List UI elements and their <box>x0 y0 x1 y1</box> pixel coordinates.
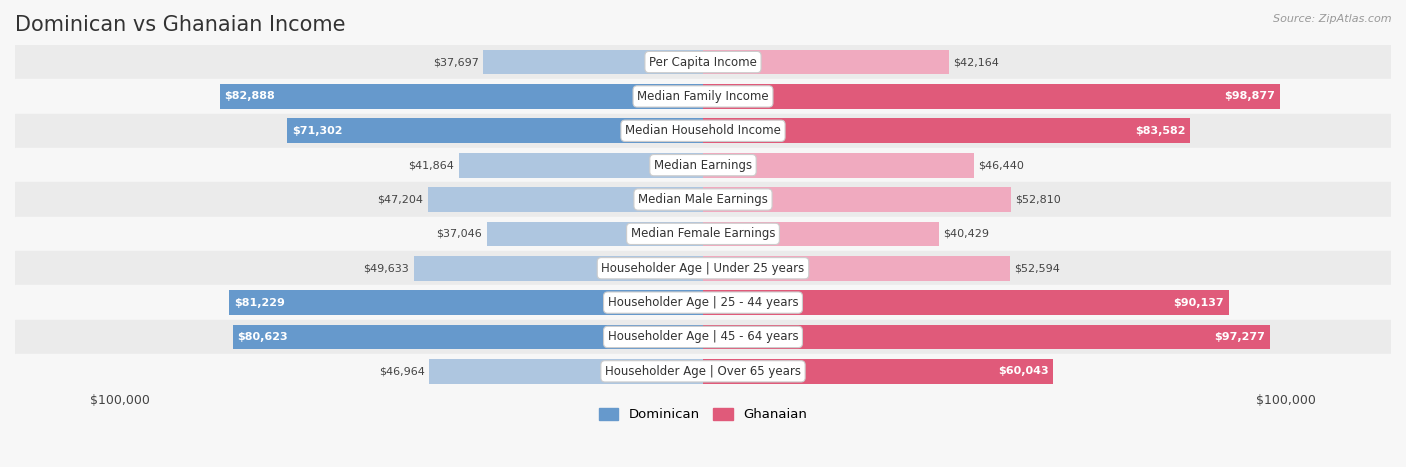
Bar <box>429 359 703 384</box>
Text: $46,440: $46,440 <box>979 160 1025 170</box>
Text: Householder Age | 45 - 64 years: Householder Age | 45 - 64 years <box>607 331 799 343</box>
Bar <box>287 119 703 143</box>
Text: $80,623: $80,623 <box>238 332 288 342</box>
Bar <box>15 182 1391 217</box>
Bar <box>458 153 703 177</box>
Text: $37,046: $37,046 <box>437 229 482 239</box>
Bar <box>703 290 1229 315</box>
Bar <box>233 325 703 349</box>
Legend: Dominican, Ghanaian: Dominican, Ghanaian <box>593 403 813 426</box>
Bar <box>427 187 703 212</box>
Bar <box>703 84 1279 109</box>
Text: Householder Age | Under 25 years: Householder Age | Under 25 years <box>602 262 804 275</box>
Bar <box>15 79 1391 113</box>
Bar <box>15 217 1391 251</box>
Bar <box>703 119 1191 143</box>
Bar <box>484 50 703 74</box>
Text: $83,582: $83,582 <box>1135 126 1185 136</box>
Text: Median Family Income: Median Family Income <box>637 90 769 103</box>
Bar <box>15 148 1391 182</box>
Text: $71,302: $71,302 <box>292 126 343 136</box>
Bar <box>15 354 1391 389</box>
Text: Dominican vs Ghanaian Income: Dominican vs Ghanaian Income <box>15 15 346 35</box>
Text: $37,697: $37,697 <box>433 57 478 67</box>
Text: $97,277: $97,277 <box>1215 332 1265 342</box>
Bar <box>413 256 703 281</box>
Text: Per Capita Income: Per Capita Income <box>650 56 756 69</box>
Bar <box>15 320 1391 354</box>
Text: Householder Age | 25 - 44 years: Householder Age | 25 - 44 years <box>607 296 799 309</box>
Text: Median Male Earnings: Median Male Earnings <box>638 193 768 206</box>
Bar <box>15 285 1391 320</box>
Bar <box>229 290 703 315</box>
Bar <box>703 50 949 74</box>
Text: $41,864: $41,864 <box>408 160 454 170</box>
Text: Median Household Income: Median Household Income <box>626 124 780 137</box>
Text: $40,429: $40,429 <box>943 229 990 239</box>
Text: $81,229: $81,229 <box>233 297 285 308</box>
Bar <box>703 187 1011 212</box>
Text: $42,164: $42,164 <box>953 57 1000 67</box>
Bar <box>15 113 1391 148</box>
Bar <box>703 325 1270 349</box>
Text: $47,204: $47,204 <box>377 195 423 205</box>
Bar <box>703 153 974 177</box>
Text: $52,594: $52,594 <box>1014 263 1060 273</box>
Text: $60,043: $60,043 <box>998 366 1049 376</box>
Text: Householder Age | Over 65 years: Householder Age | Over 65 years <box>605 365 801 378</box>
Text: Source: ZipAtlas.com: Source: ZipAtlas.com <box>1274 14 1392 24</box>
Bar <box>703 256 1010 281</box>
Text: $98,877: $98,877 <box>1225 92 1275 101</box>
Text: Median Earnings: Median Earnings <box>654 159 752 172</box>
Text: $52,810: $52,810 <box>1015 195 1062 205</box>
Text: $90,137: $90,137 <box>1173 297 1223 308</box>
Bar <box>486 221 703 246</box>
Bar <box>703 359 1053 384</box>
Text: $82,888: $82,888 <box>225 92 276 101</box>
Text: Median Female Earnings: Median Female Earnings <box>631 227 775 241</box>
Text: $49,633: $49,633 <box>363 263 409 273</box>
Text: $46,964: $46,964 <box>378 366 425 376</box>
Bar <box>219 84 703 109</box>
Bar <box>15 45 1391 79</box>
Bar <box>703 221 939 246</box>
Bar <box>15 251 1391 285</box>
